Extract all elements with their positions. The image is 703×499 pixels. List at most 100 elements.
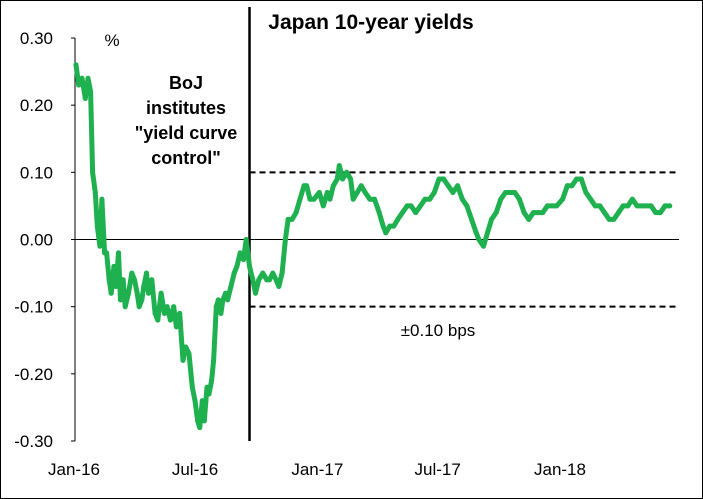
series-point — [344, 169, 350, 175]
series-point — [144, 270, 149, 276]
series-point — [104, 250, 110, 256]
x-tick-label: Jan-17 — [291, 460, 343, 479]
series-points — [73, 62, 673, 431]
series-point — [234, 263, 240, 269]
series-point — [88, 89, 94, 95]
series-point — [395, 216, 401, 222]
series-point — [516, 196, 522, 202]
series-point — [199, 398, 205, 404]
series-point — [507, 190, 513, 195]
series-point — [574, 176, 580, 182]
series-point — [324, 190, 330, 195]
series-point — [540, 210, 546, 216]
series-point — [380, 223, 386, 229]
series-point — [327, 196, 333, 202]
series-point — [231, 270, 237, 276]
series-point — [662, 203, 668, 209]
series-point — [350, 196, 356, 202]
series-point — [408, 203, 414, 209]
series-point — [152, 310, 158, 316]
y-tick-label: 0.30 — [20, 29, 53, 48]
series-point — [204, 384, 210, 390]
series-point — [583, 190, 589, 195]
series-point — [348, 176, 354, 182]
series-line-japan-10y — [73, 62, 673, 431]
series-point — [464, 203, 470, 209]
series-point — [481, 243, 486, 249]
series-point — [282, 237, 288, 242]
series-point — [336, 163, 342, 169]
series-point — [560, 196, 566, 202]
series-point — [455, 183, 461, 189]
series-point — [260, 270, 266, 276]
series-point — [155, 317, 161, 323]
series-point — [161, 310, 167, 316]
series-point — [485, 230, 490, 236]
series-point — [311, 196, 317, 202]
series-point — [146, 290, 151, 296]
series-point — [436, 176, 442, 182]
series-point — [592, 203, 598, 209]
series-point — [367, 196, 373, 202]
series-point — [241, 257, 246, 263]
series-point — [285, 216, 291, 222]
series-point — [493, 210, 499, 216]
series-point — [330, 183, 336, 189]
series-point — [372, 196, 377, 202]
series-point — [611, 216, 617, 222]
series-point — [141, 284, 147, 289]
series-point — [564, 183, 570, 189]
y-axis-unit-label: % — [104, 31, 119, 50]
series-point — [113, 284, 119, 289]
series-point — [73, 62, 79, 68]
y-tick-label: -0.20 — [14, 365, 53, 384]
series-point — [469, 216, 475, 222]
series-point — [134, 290, 140, 296]
series-point — [431, 190, 437, 195]
x-axis: Jan-16 Jul-16 Jan-17 Jul-17 Jan-18 — [48, 460, 586, 479]
series-point — [99, 196, 105, 202]
series-point — [404, 203, 410, 209]
series-point — [307, 196, 313, 202]
series-point — [76, 82, 82, 88]
event-annotation-line: BoJ — [169, 73, 203, 93]
series-point — [450, 190, 456, 195]
series-point — [588, 196, 594, 202]
series-point — [139, 297, 145, 303]
series-point — [149, 277, 155, 283]
series-point — [126, 290, 131, 296]
series-point — [606, 216, 612, 222]
series-point — [90, 169, 96, 175]
series-point — [320, 203, 326, 209]
series-point — [634, 203, 640, 209]
series-point — [526, 216, 532, 222]
series-point — [473, 230, 479, 236]
series-point — [376, 210, 382, 216]
series-point — [173, 324, 179, 330]
series-point — [334, 176, 340, 182]
series-point — [186, 351, 192, 357]
series-point — [180, 357, 186, 363]
series-point — [489, 216, 494, 222]
series-point — [354, 190, 360, 195]
series-point — [116, 250, 121, 256]
series-point — [530, 210, 536, 216]
series-point — [136, 304, 142, 310]
series-point — [206, 391, 212, 397]
series-point — [247, 263, 252, 269]
series-point — [512, 190, 518, 195]
series-point — [297, 196, 303, 202]
series-point — [304, 183, 310, 189]
boj-annotation: BoJ institutes "yield curve control" — [135, 73, 238, 168]
series-point — [267, 277, 272, 283]
series-point — [197, 425, 203, 431]
series-point — [164, 304, 170, 310]
series-point — [237, 250, 243, 256]
series-point — [535, 210, 541, 216]
series-point — [417, 203, 423, 209]
series-point — [218, 310, 224, 316]
series-point — [94, 223, 100, 229]
series-point — [120, 277, 126, 283]
series-point — [643, 203, 649, 209]
x-tick-label: Jan-18 — [534, 460, 586, 479]
